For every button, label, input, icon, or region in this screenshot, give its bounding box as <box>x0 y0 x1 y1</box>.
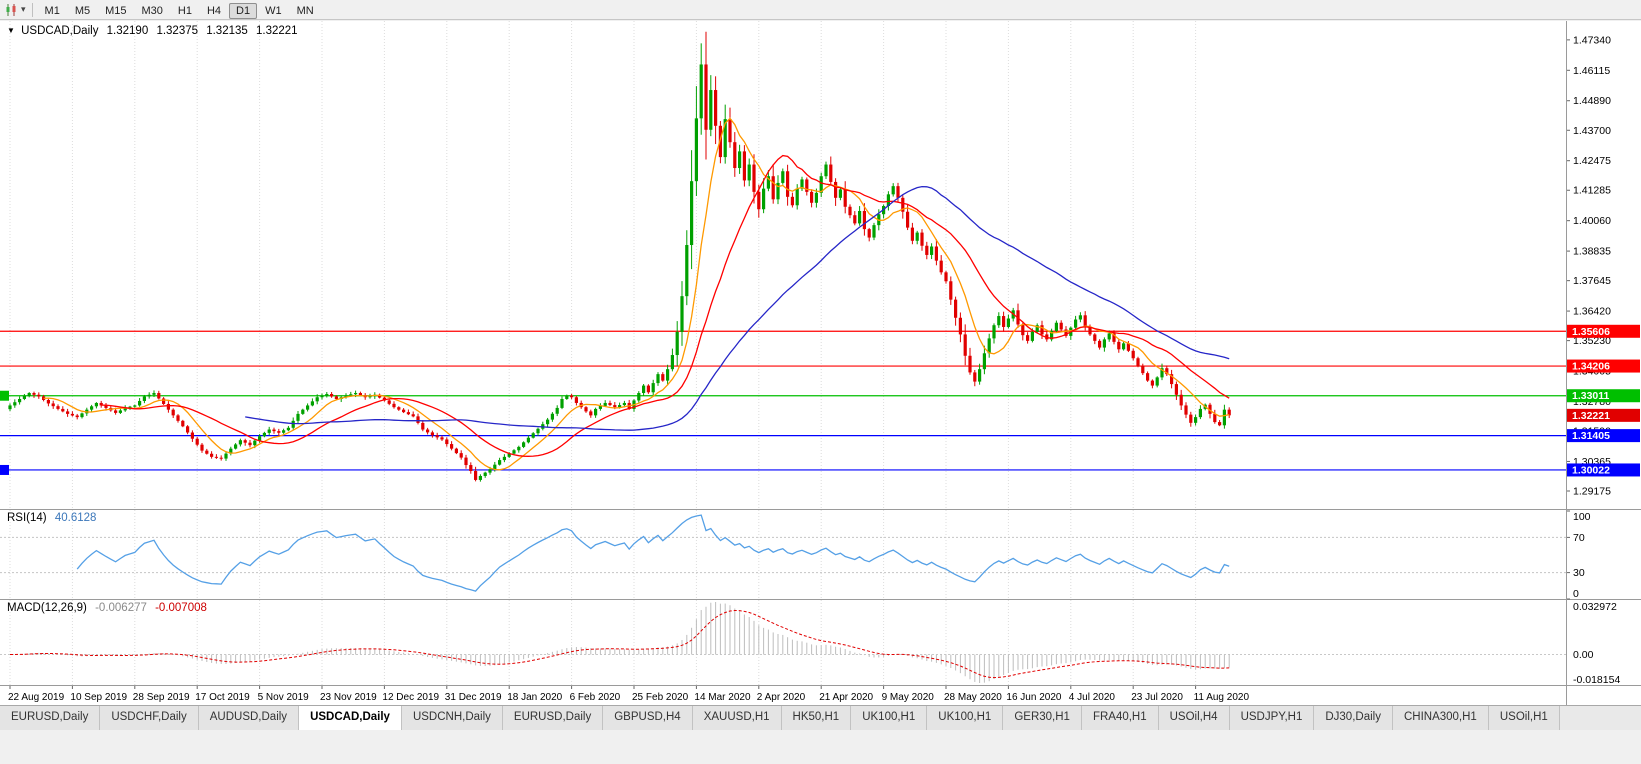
svg-text:-0.018154: -0.018154 <box>1573 674 1620 686</box>
svg-text:1.40060: 1.40060 <box>1573 215 1611 227</box>
svg-text:1.35606: 1.35606 <box>1572 326 1610 338</box>
bottom-strip <box>0 730 1641 764</box>
chart-tab-eurusd-daily[interactable]: EURUSD,Daily <box>502 706 604 731</box>
svg-text:11 Aug 2020: 11 Aug 2020 <box>1194 692 1250 703</box>
svg-text:12 Dec 2019: 12 Dec 2019 <box>382 692 439 703</box>
svg-text:1.46115: 1.46115 <box>1573 65 1610 77</box>
timeframe-button-mn[interactable]: MN <box>296 4 314 17</box>
ohlc-open: 1.32190 <box>106 25 149 37</box>
chart-icon[interactable] <box>4 3 20 17</box>
timeframe-button-m15[interactable]: M15 <box>105 4 127 17</box>
svg-text:1.31405: 1.31405 <box>1572 430 1610 442</box>
svg-text:6 Feb 2020: 6 Feb 2020 <box>570 692 621 703</box>
svg-text:1.32221: 1.32221 <box>1572 410 1610 422</box>
chart-tab-audusd-daily[interactable]: AUDUSD,Daily <box>198 706 300 731</box>
svg-text:1.41285: 1.41285 <box>1573 185 1611 197</box>
svg-text:22 Aug 2019: 22 Aug 2019 <box>8 692 65 703</box>
svg-text:31 Dec 2019: 31 Dec 2019 <box>445 692 502 703</box>
svg-text:16 Jun 2020: 16 Jun 2020 <box>1006 692 1061 703</box>
svg-text:1.47340: 1.47340 <box>1573 34 1611 46</box>
collapse-triangle-icon[interactable]: ▼ <box>7 26 15 35</box>
chart-symbol-header: ▼ USDCAD,Daily 1.32190 1.32375 1.32135 1… <box>7 25 303 37</box>
chart-dropdown-caret-icon[interactable]: ▾ <box>21 4 26 14</box>
svg-text:28 May 2020: 28 May 2020 <box>944 692 1002 703</box>
timeframe-button-w1[interactable]: W1 <box>265 4 282 17</box>
svg-text:1.42475: 1.42475 <box>1573 155 1611 167</box>
chart-tab-usdchf-daily[interactable]: USDCHF,Daily <box>100 706 199 731</box>
chart-tabs: EURUSD,Daily USDCHF,Daily AUDUSD,Daily USDC… <box>0 705 1641 731</box>
timeframe-button-h1[interactable]: H1 <box>177 4 192 17</box>
timeframe-button-m5[interactable]: M5 <box>74 4 91 17</box>
chart-tab-usdjpy-h1[interactable]: USDJPY,H1 <box>1229 706 1315 731</box>
svg-text:0: 0 <box>1573 588 1579 600</box>
svg-text:0.032972: 0.032972 <box>1573 601 1617 613</box>
svg-text:1.33011: 1.33011 <box>1572 390 1610 402</box>
svg-text:0.00: 0.00 <box>1573 649 1594 661</box>
toolbar-separator <box>31 2 33 17</box>
svg-text:14 Mar 2020: 14 Mar 2020 <box>694 692 751 703</box>
svg-text:10 Sep 2019: 10 Sep 2019 <box>70 692 127 703</box>
chart-tab-usdcad-daily[interactable]: USDCAD,Daily <box>299 706 402 731</box>
svg-text:4 Jul 2020: 4 Jul 2020 <box>1069 692 1116 703</box>
chart-area[interactable]: 22 Aug 2019 10 Sep 2019 28 Sep 2019 17 Oct … <box>0 21 1641 705</box>
timeframe-buttons: M1 M5 M15 M30 H1 H4 D1 W1 MN <box>38 1 322 19</box>
chart-tab-ger30-h1[interactable]: GER30,H1 <box>1003 706 1082 731</box>
svg-text:1.37645: 1.37645 <box>1573 275 1611 287</box>
svg-text:9 May 2020: 9 May 2020 <box>882 692 935 703</box>
timeframe-button-d1[interactable]: D1 <box>229 2 258 19</box>
chart-tab-xauusd-h1[interactable]: XAUUSD,H1 <box>692 706 782 731</box>
macd-value-signal: -0.007008 <box>155 602 207 614</box>
chart-tab-hk50-h1[interactable]: HK50,H1 <box>781 706 852 731</box>
chart-tab-china300-h1[interactable]: CHINA300,H1 <box>1392 706 1489 731</box>
svg-text:1.43700: 1.43700 <box>1573 125 1611 137</box>
svg-text:25 Feb 2020: 25 Feb 2020 <box>632 692 689 703</box>
svg-text:23 Jul 2020: 23 Jul 2020 <box>1131 692 1183 703</box>
svg-text:1.38835: 1.38835 <box>1573 246 1611 258</box>
ohlc-high: 1.32375 <box>156 25 199 37</box>
chart-tab-usoil-h1[interactable]: USOil,H1 <box>1488 706 1560 731</box>
svg-text:21 Apr 2020: 21 Apr 2020 <box>819 692 873 703</box>
timeframe-button-m30[interactable]: M30 <box>141 4 163 17</box>
svg-text:18 Jan 2020: 18 Jan 2020 <box>507 692 562 703</box>
chart-tab-eurusd-daily[interactable]: EURUSD,Daily <box>0 706 101 731</box>
svg-text:1.29175: 1.29175 <box>1573 485 1611 497</box>
svg-text:70: 70 <box>1573 532 1585 544</box>
chart-tab-dj30-daily[interactable]: DJ30,Daily <box>1314 706 1393 731</box>
macd-header: MACD(12,26,9) -0.006277 -0.007008 <box>7 602 212 614</box>
chart-tab-gbpusd-h4[interactable]: GBPUSD,H4 <box>603 706 693 731</box>
ohlc-low: 1.32135 <box>206 25 248 37</box>
top-toolbar: ▾ M1 M5 M15 M30 H1 H4 D1 W1 MN <box>0 0 1641 20</box>
macd-value-main: -0.006277 <box>95 602 147 614</box>
svg-text:1.35230: 1.35230 <box>1573 335 1611 347</box>
chart-tab-usoil-h4[interactable]: USOil,H4 <box>1158 706 1230 731</box>
rsi-value: 40.6128 <box>54 512 97 524</box>
timeframe-button-m1[interactable]: M1 <box>44 4 60 17</box>
rsi-header: RSI(14) 40.6128 <box>7 512 101 524</box>
macd-label: MACD(12,26,9) <box>7 602 87 614</box>
rsi-label: RSI(14) <box>7 512 47 524</box>
chart-tab-fra40-h1[interactable]: FRA40,H1 <box>1081 706 1159 731</box>
svg-text:2 Apr 2020: 2 Apr 2020 <box>757 692 806 703</box>
ohlc-close: 1.32221 <box>256 25 298 37</box>
svg-text:100: 100 <box>1573 511 1591 523</box>
svg-text:30: 30 <box>1573 567 1585 579</box>
svg-text:1.34206: 1.34206 <box>1572 361 1610 373</box>
svg-text:1.44890: 1.44890 <box>1573 95 1611 107</box>
svg-text:5 Nov 2019: 5 Nov 2019 <box>258 692 310 703</box>
symbol-period-label: USDCAD,Daily <box>21 25 99 37</box>
svg-text:17 Oct 2019: 17 Oct 2019 <box>195 692 250 703</box>
timeframe-button-h4[interactable]: H4 <box>206 4 222 17</box>
svg-text:1.30022: 1.30022 <box>1572 464 1610 476</box>
svg-text:28 Sep 2019: 28 Sep 2019 <box>133 692 190 703</box>
svg-text:1.36420: 1.36420 <box>1573 306 1611 318</box>
svg-text:23 Nov 2019: 23 Nov 2019 <box>320 692 377 703</box>
chart-tab-uk100-h1[interactable]: UK100,H1 <box>851 706 928 731</box>
price-chart-svg[interactable]: 22 Aug 2019 10 Sep 2019 28 Sep 2019 17 Oct … <box>0 21 1641 705</box>
chart-tab-uk100-h1[interactable]: UK100,H1 <box>927 706 1004 731</box>
chart-tab-usdcnh-daily[interactable]: USDCNH,Daily <box>401 706 503 731</box>
